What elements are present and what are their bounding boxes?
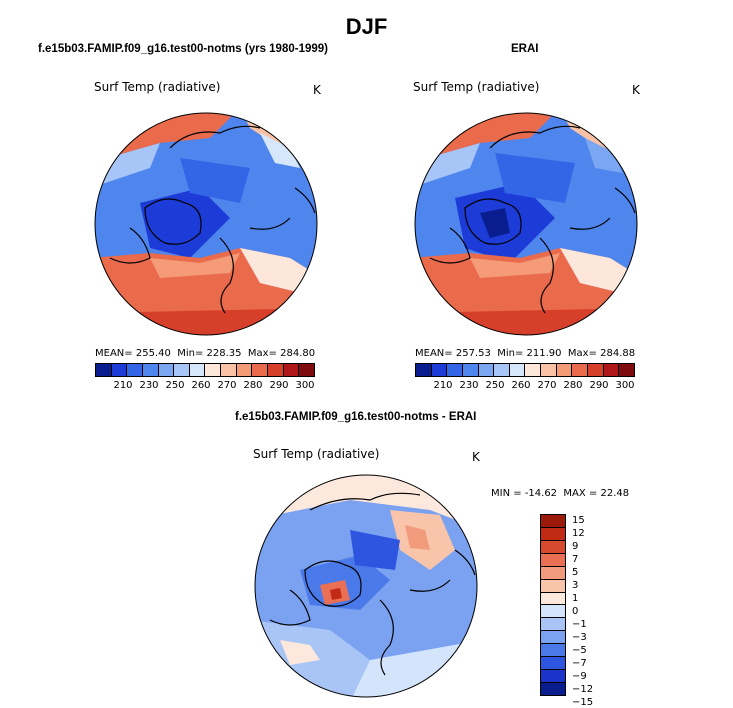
colorbar-swatch xyxy=(525,364,542,376)
colorbar-swatch xyxy=(541,364,557,376)
colorbar-swatch xyxy=(541,553,565,567)
stats-diff: MIN = -14.62 MAX = 22.48 xyxy=(491,488,630,499)
colorbar-swatch xyxy=(541,644,565,658)
colorbar-tick-label: 5 xyxy=(572,566,579,578)
colorbar-erai xyxy=(415,363,635,377)
panel-title-erai: ERAI xyxy=(511,43,539,55)
colorbar-tick-label: 270 xyxy=(217,380,237,391)
colorbar-swatch xyxy=(556,364,573,376)
colorbar-tick-label: 280 xyxy=(563,380,583,391)
polar-map-diff xyxy=(254,474,478,698)
colorbar-swatch xyxy=(205,364,222,376)
colorbar-swatch xyxy=(142,364,159,376)
colorbar-tick-label: 270 xyxy=(537,380,557,391)
units-label-diff: K xyxy=(472,450,480,464)
stats-model: MEAN= 255.40 Min= 228.35 Max= 284.80 xyxy=(95,348,316,359)
colorbar-swatch xyxy=(572,364,589,376)
colorbar-tick-label: 0 xyxy=(572,605,579,617)
colorbar-swatch xyxy=(478,364,495,376)
colorbar-swatch xyxy=(416,364,432,376)
colorbar-tick-label: 230 xyxy=(459,380,479,391)
colorbar-swatch xyxy=(96,364,112,376)
colorbar-ticks-model: 210 230 250 260 270 280 290 300 xyxy=(110,380,318,391)
colorbar-swatch xyxy=(447,364,463,376)
colorbar-tick-label: 12 xyxy=(572,527,585,539)
colorbar-swatch xyxy=(494,364,510,376)
colorbar-tick-label: 260 xyxy=(191,380,211,391)
colorbar-tick-label: −1 xyxy=(572,618,587,630)
colorbar-swatch xyxy=(541,515,565,528)
colorbar-swatch xyxy=(236,364,253,376)
colorbar-tick-label: 300 xyxy=(615,380,635,391)
colorbar-swatch xyxy=(299,364,314,376)
polar-map-model xyxy=(94,112,318,336)
colorbar-swatch xyxy=(541,592,565,606)
colorbar-ticks-diff: 15 12 9 7 5 3 1 0 −1 −3 −5 −7 −9 −12 −15 xyxy=(572,514,602,708)
variable-label-diff: Surf Temp (radiative) xyxy=(253,447,380,461)
colorbar-tick-label: 280 xyxy=(243,380,263,391)
colorbar-swatch xyxy=(252,364,269,376)
panel-title-diff: f.e15b03.FAMIP.f09_g16.test00-notms - ER… xyxy=(235,411,477,423)
colorbar-swatch xyxy=(588,364,604,376)
colorbar-tick-label: 260 xyxy=(511,380,531,391)
colorbar-swatch xyxy=(541,540,565,554)
colorbar-tick-label: 9 xyxy=(572,540,579,552)
colorbar-swatch xyxy=(283,364,300,376)
colorbar-tick-label: −15 xyxy=(572,696,594,708)
colorbar-model xyxy=(95,363,315,377)
colorbar-swatch xyxy=(158,364,175,376)
colorbar-tick-label: 15 xyxy=(572,514,585,526)
colorbar-tick-label: 250 xyxy=(165,380,185,391)
colorbar-swatch xyxy=(541,618,565,632)
stats-erai: MEAN= 257.53 Min= 211.90 Max= 284.88 xyxy=(415,348,636,359)
colorbar-tick-label: 3 xyxy=(572,579,579,591)
colorbar-swatch xyxy=(221,364,237,376)
colorbar-swatch xyxy=(462,364,479,376)
colorbar-swatch xyxy=(431,364,448,376)
colorbar-tick-label: −9 xyxy=(572,670,587,682)
colorbar-swatch xyxy=(541,631,565,645)
colorbar-tick-label: −5 xyxy=(572,644,587,656)
colorbar-swatch xyxy=(541,566,565,580)
colorbar-swatch xyxy=(541,657,565,671)
colorbar-tick-label: 250 xyxy=(485,380,505,391)
colorbar-swatch xyxy=(541,682,565,695)
colorbar-tick-label: 230 xyxy=(139,380,159,391)
colorbar-tick-label: −12 xyxy=(572,683,594,695)
colorbar-swatch xyxy=(541,670,565,683)
colorbar-tick-label: 290 xyxy=(269,380,289,391)
colorbar-swatch xyxy=(541,527,565,541)
colorbar-tick-label: −7 xyxy=(572,657,587,669)
colorbar-swatch xyxy=(268,364,284,376)
colorbar-swatch xyxy=(189,364,206,376)
colorbar-tick-label: 290 xyxy=(589,380,609,391)
colorbar-swatch xyxy=(111,364,128,376)
variable-label-erai: Surf Temp (radiative) xyxy=(413,80,540,94)
colorbar-tick-label: 300 xyxy=(295,380,315,391)
colorbar-swatch xyxy=(174,364,190,376)
colorbar-swatch xyxy=(619,364,634,376)
panel-title-model: f.e15b03.FAMIP.f09_g16.test00-notms (yrs… xyxy=(38,43,328,55)
colorbar-swatch xyxy=(509,364,526,376)
colorbar-swatch xyxy=(541,605,565,619)
colorbar-tick-label: 210 xyxy=(433,380,453,391)
colorbar-swatch xyxy=(541,579,565,593)
colorbar-ticks-erai: 210 230 250 260 270 280 290 300 xyxy=(430,380,638,391)
figure-title: DJF xyxy=(345,14,388,39)
variable-label-model: Surf Temp (radiative) xyxy=(94,80,221,94)
colorbar-swatch xyxy=(603,364,620,376)
polar-map-erai xyxy=(414,112,638,336)
colorbar-tick-label: 210 xyxy=(113,380,133,391)
units-label-model: K xyxy=(313,83,321,97)
colorbar-tick-label: −3 xyxy=(572,631,587,643)
colorbar-diff xyxy=(540,514,566,696)
colorbar-tick-label: 7 xyxy=(572,553,579,565)
colorbar-tick-label: 1 xyxy=(572,592,579,604)
units-label-erai: K xyxy=(632,83,640,97)
colorbar-swatch xyxy=(127,364,143,376)
